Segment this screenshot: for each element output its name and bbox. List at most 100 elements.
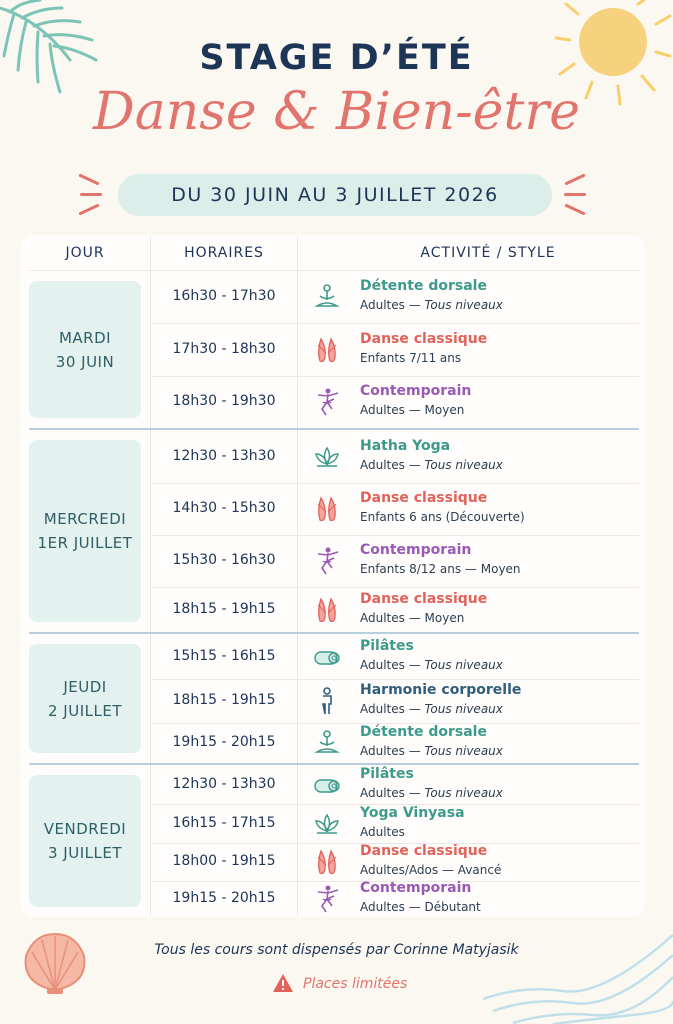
activity-audience: Adultes — Tous niveaux xyxy=(360,457,503,472)
row-divider xyxy=(152,483,639,484)
activity-audience: Adultes — Tous niveaux xyxy=(360,298,503,312)
meditation-icon xyxy=(314,730,340,753)
ray-decoration xyxy=(80,193,102,196)
date-banner: DU 30 JUIN AU 3 JUILLET 2026 xyxy=(118,174,552,216)
yoga-mat-icon xyxy=(314,650,340,665)
meditation-icon xyxy=(314,284,340,307)
row-divider xyxy=(152,679,639,680)
dancer-icon xyxy=(317,547,339,575)
ray-decoration xyxy=(78,203,100,216)
activity-audience: Enfants 6 ans (Découverte) xyxy=(360,510,525,524)
activity-audience: Adultes — Tous niveaux xyxy=(360,657,503,672)
day-block xyxy=(29,281,141,418)
activity-audience: Enfants 7/11 ans xyxy=(360,350,462,365)
ballet-shoes-icon xyxy=(317,849,337,875)
row-divider xyxy=(152,323,639,324)
column-divider xyxy=(297,236,298,916)
sun-icon xyxy=(554,0,672,106)
day-block xyxy=(29,775,141,907)
activity-name: Contemporain xyxy=(360,383,472,399)
day-separator xyxy=(29,428,639,430)
day-separator xyxy=(29,632,639,634)
day-label: MARDI 30 JUIN xyxy=(29,326,141,374)
limited-places-notice: Places limitées xyxy=(303,976,408,992)
ray-decoration xyxy=(564,173,586,186)
day-name: MARDI xyxy=(58,328,112,347)
activity-level: Tous niveaux xyxy=(424,785,503,800)
activity-level: Tous niveaux xyxy=(424,702,503,716)
time-slot: 16h30 - 17h30 xyxy=(172,288,276,304)
time-slot: 19h15 - 20h15 xyxy=(172,890,276,906)
activity-name: Pilâtes xyxy=(360,765,414,782)
activity-name: Danse classique xyxy=(360,490,488,506)
time-slot: 19h15 - 20h15 xyxy=(172,734,276,750)
time-slot: 18h15 - 19h15 xyxy=(172,600,276,617)
time-slot: 18h00 - 19h15 xyxy=(172,853,276,869)
standing-person-icon xyxy=(322,687,332,715)
shell-icon xyxy=(24,932,86,994)
activity-audience: Adultes/Ados — Avancé xyxy=(360,863,502,877)
footer-note: Tous les cours sont dispensés par Corinn… xyxy=(154,942,519,958)
time-slot: 15h30 - 16h30 xyxy=(172,552,276,568)
activity-audience: Adultes — Moyen xyxy=(360,403,465,417)
activity-name: Détente dorsale xyxy=(360,724,487,740)
activity-audience: Adultes xyxy=(360,824,405,839)
yoga-mat-icon xyxy=(314,778,340,793)
day-date: 30 JUIN xyxy=(55,352,115,371)
activity-name: Danse classique xyxy=(360,330,488,347)
activity-name: Détente dorsale xyxy=(360,278,487,294)
warning-icon xyxy=(273,974,293,992)
day-separator xyxy=(29,763,639,765)
activity-name: Contemporain xyxy=(360,880,472,896)
activity-name: Pilâtes xyxy=(360,637,414,654)
time-slot: 16h15 - 17h15 xyxy=(172,814,276,831)
column-header-activite: ACTIVITÉ / STYLE xyxy=(420,245,556,261)
day-label: MERCREDI 1ER JUILLET xyxy=(29,507,141,555)
day-block xyxy=(29,440,141,622)
header-divider xyxy=(29,270,639,271)
dancer-icon xyxy=(317,885,339,913)
activity-name: Danse classique xyxy=(360,590,488,607)
time-slot: 14h30 - 15h30 xyxy=(172,500,276,516)
time-slot: 12h30 - 13h30 xyxy=(172,775,276,792)
time-slot: 17h30 - 18h30 xyxy=(172,340,276,357)
activity-level: Tous niveaux xyxy=(424,298,503,312)
activity-level: Tous niveaux xyxy=(424,657,503,672)
dancer-icon xyxy=(317,388,339,416)
date-range: DU 30 JUIN AU 3 JUILLET 2026 xyxy=(171,184,499,206)
time-slot: 15h15 - 16h15 xyxy=(172,647,276,664)
activity-audience: Adultes — Tous niveaux xyxy=(360,744,503,758)
row-divider xyxy=(152,376,639,377)
ballet-shoes-icon xyxy=(317,336,337,362)
ray-decoration xyxy=(78,173,100,186)
activity-audience: Enfants 8/12 ans — Moyen xyxy=(360,562,521,576)
activity-name: Yoga Vinyasa xyxy=(360,804,465,821)
ray-decoration xyxy=(564,193,586,196)
row-divider xyxy=(152,587,639,588)
row-divider xyxy=(152,843,639,844)
day-date: 1ER JUILLET xyxy=(37,534,133,552)
day-name: VENDREDI xyxy=(43,820,127,838)
activity-audience: Adultes — Moyen xyxy=(360,610,465,625)
time-slot: 18h30 - 19h30 xyxy=(172,393,276,409)
activity-name: Contemporain xyxy=(360,542,472,558)
activity-name: Harmonie corporelle xyxy=(360,682,522,698)
lotus-icon xyxy=(315,813,339,834)
time-slot: 18h15 - 19h15 xyxy=(172,692,276,708)
ballet-shoes-icon xyxy=(317,596,337,622)
page-title: STAGE D’ÉTÉ xyxy=(199,38,474,78)
ballet-shoes-icon xyxy=(317,496,337,522)
activity-level: Tous niveaux xyxy=(424,457,503,472)
column-header-horaires: HORAIRES xyxy=(184,245,264,261)
day-name: JEUDI xyxy=(63,677,107,696)
activity-audience: Adultes — Débutant xyxy=(360,900,481,914)
activity-audience: Adultes — Tous niveaux xyxy=(360,785,503,800)
row-divider xyxy=(152,804,639,805)
column-divider xyxy=(150,236,151,916)
day-label: JEUDI 2 JUILLET xyxy=(29,675,141,723)
lotus-icon xyxy=(315,446,339,467)
palm-leaf-icon xyxy=(0,0,98,94)
page-subtitle: Danse & Bien-être xyxy=(93,82,580,142)
row-divider xyxy=(152,723,639,724)
activity-name: Danse classique xyxy=(360,843,488,859)
